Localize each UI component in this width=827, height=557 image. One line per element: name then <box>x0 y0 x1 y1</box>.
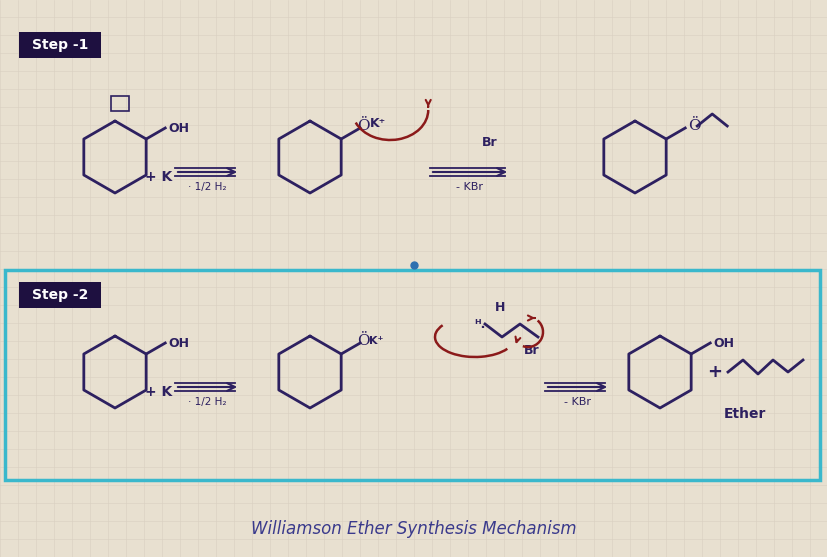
Text: Williamson Ether Synthesis Mechanism: Williamson Ether Synthesis Mechanism <box>251 520 576 538</box>
FancyBboxPatch shape <box>19 282 101 308</box>
Text: Br: Br <box>481 135 497 149</box>
Text: Step -2: Step -2 <box>31 288 88 302</box>
Text: K⁺: K⁺ <box>370 116 386 129</box>
Bar <box>5 270 819 480</box>
Text: Br: Br <box>523 344 539 356</box>
Text: +: + <box>706 363 722 381</box>
Text: ᴴ.: ᴴ. <box>474 317 485 330</box>
Text: · 1/2 H₂: · 1/2 H₂ <box>188 397 227 407</box>
Text: + K: + K <box>145 385 172 399</box>
Bar <box>111 96 129 111</box>
Text: Step -1: Step -1 <box>31 38 88 52</box>
Text: Ö: Ö <box>356 119 369 133</box>
Text: K⁺: K⁺ <box>369 336 383 346</box>
Text: OH: OH <box>169 121 189 134</box>
Text: · 1/2 H₂: · 1/2 H₂ <box>188 182 227 192</box>
Text: Ö: Ö <box>687 119 700 133</box>
Text: Ether: Ether <box>723 407 765 421</box>
Text: + K: + K <box>145 170 172 184</box>
Text: H: H <box>495 300 504 314</box>
Text: - KBr: - KBr <box>563 397 590 407</box>
Text: OH: OH <box>713 336 734 349</box>
Text: - KBr: - KBr <box>456 182 483 192</box>
FancyBboxPatch shape <box>19 32 101 58</box>
Text: OH: OH <box>169 336 189 349</box>
Text: Ö: Ö <box>356 334 369 348</box>
